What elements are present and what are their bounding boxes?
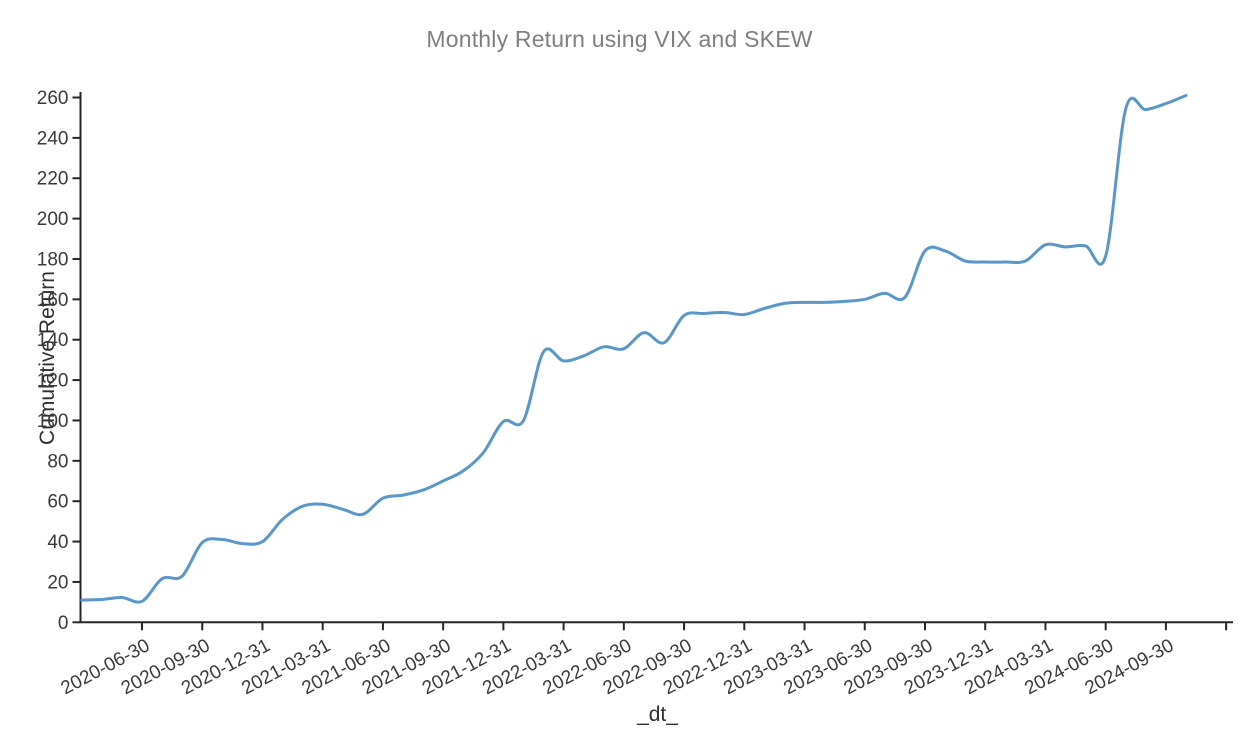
svg-text:240: 240 xyxy=(37,128,69,149)
svg-text:100: 100 xyxy=(37,411,69,432)
svg-text:140: 140 xyxy=(37,330,69,351)
x-axis-title: _dt_ xyxy=(637,703,678,726)
svg-text:20: 20 xyxy=(47,572,68,593)
svg-text:80: 80 xyxy=(47,451,68,472)
svg-text:120: 120 xyxy=(37,371,69,392)
svg-text:220: 220 xyxy=(37,169,69,190)
svg-text:260: 260 xyxy=(37,88,69,109)
svg-text:60: 60 xyxy=(47,492,68,513)
series-line xyxy=(80,94,1188,604)
svg-text:180: 180 xyxy=(37,249,69,270)
chart-title: Monthly Return using VIX and SKEW xyxy=(426,26,813,52)
svg-text:160: 160 xyxy=(37,290,69,311)
svg-text:40: 40 xyxy=(47,532,68,553)
svg-text:200: 200 xyxy=(37,209,69,230)
svg-text:0: 0 xyxy=(58,613,69,634)
